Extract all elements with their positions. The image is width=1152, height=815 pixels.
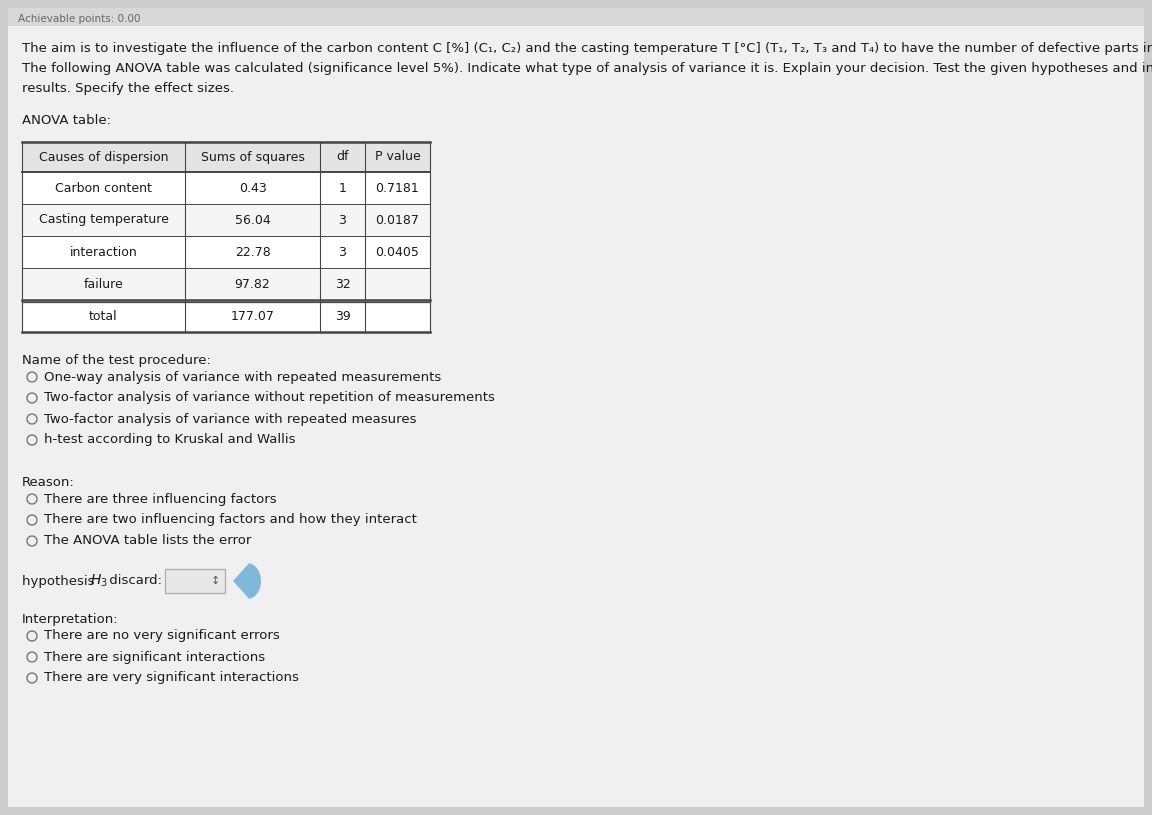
Text: 56.04: 56.04 xyxy=(235,214,271,227)
Text: 0.0405: 0.0405 xyxy=(376,245,419,258)
Text: Two-factor analysis of variance without repetition of measurements: Two-factor analysis of variance without … xyxy=(44,391,495,404)
Text: Name of the test procedure:: Name of the test procedure: xyxy=(22,354,211,367)
Text: Interpretation:: Interpretation: xyxy=(22,613,119,626)
Bar xyxy=(8,8,1144,26)
Bar xyxy=(22,142,430,172)
Text: $H_3$: $H_3$ xyxy=(90,573,108,589)
Text: There are very significant interactions: There are very significant interactions xyxy=(44,672,298,685)
Bar xyxy=(22,204,430,236)
Text: interaction: interaction xyxy=(69,245,137,258)
Text: results. Specify the effect sizes.: results. Specify the effect sizes. xyxy=(22,82,234,95)
Text: 0.7181: 0.7181 xyxy=(376,182,419,195)
Text: The ANOVA table lists the error: The ANOVA table lists the error xyxy=(44,535,251,548)
Text: total: total xyxy=(89,310,118,323)
Text: 1: 1 xyxy=(339,182,347,195)
Text: ↕: ↕ xyxy=(211,576,220,586)
Text: Achievable points: 0.00: Achievable points: 0.00 xyxy=(18,14,141,24)
Text: There are no very significant errors: There are no very significant errors xyxy=(44,629,280,642)
Text: There are two influencing factors and how they interact: There are two influencing factors and ho… xyxy=(44,513,417,526)
Text: Two-factor analysis of variance with repeated measures: Two-factor analysis of variance with rep… xyxy=(44,412,417,425)
Text: 177.07: 177.07 xyxy=(230,310,274,323)
Text: Sums of squares: Sums of squares xyxy=(200,151,304,164)
Text: Causes of dispersion: Causes of dispersion xyxy=(39,151,168,164)
Text: 3: 3 xyxy=(339,214,347,227)
Text: failure: failure xyxy=(84,277,123,290)
Text: Casting temperature: Casting temperature xyxy=(38,214,168,227)
Text: One-way analysis of variance with repeated measurements: One-way analysis of variance with repeat… xyxy=(44,371,441,384)
Text: 3: 3 xyxy=(339,245,347,258)
Text: 0.0187: 0.0187 xyxy=(376,214,419,227)
Text: df: df xyxy=(336,151,349,164)
Text: hypothesis: hypothesis xyxy=(22,575,99,588)
Bar xyxy=(22,172,430,204)
Text: Reason:: Reason: xyxy=(22,476,75,489)
Text: ANOVA table:: ANOVA table: xyxy=(22,114,111,127)
Text: There are significant interactions: There are significant interactions xyxy=(44,650,265,663)
Text: 22.78: 22.78 xyxy=(235,245,271,258)
Text: Carbon content: Carbon content xyxy=(55,182,152,195)
Bar xyxy=(22,300,430,332)
Text: h-test according to Kruskal and Wallis: h-test according to Kruskal and Wallis xyxy=(44,434,296,447)
Text: 97.82: 97.82 xyxy=(235,277,271,290)
Text: There are three influencing factors: There are three influencing factors xyxy=(44,492,276,505)
Text: The following ANOVA table was calculated (significance level 5%). Indicate what : The following ANOVA table was calculated… xyxy=(22,62,1152,75)
Text: 32: 32 xyxy=(334,277,350,290)
Text: 0.43: 0.43 xyxy=(238,182,266,195)
Bar xyxy=(22,268,430,300)
Text: 39: 39 xyxy=(334,310,350,323)
Text: The aim is to investigate the influence of the carbon content C [%] (C₁, C₂) and: The aim is to investigate the influence … xyxy=(22,42,1152,55)
Bar xyxy=(165,569,225,593)
Bar xyxy=(22,236,430,268)
Text: P value: P value xyxy=(374,151,420,164)
Text: discard:: discard: xyxy=(105,575,162,588)
Polygon shape xyxy=(233,563,262,599)
